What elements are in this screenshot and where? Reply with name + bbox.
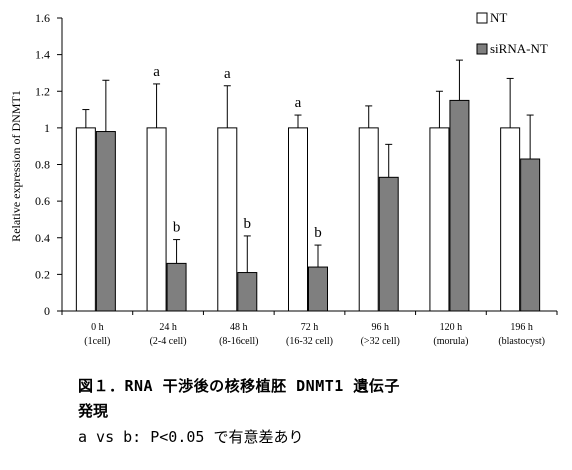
x-category-time-label: 120 h xyxy=(440,322,463,333)
significance-mark: a xyxy=(295,95,302,111)
x-category-stage-label: (1cell) xyxy=(84,336,110,347)
x-category-stage-label: (blastocyst) xyxy=(498,336,545,347)
x-category-stage-label: (>32 cell) xyxy=(361,336,400,347)
significance-mark: b xyxy=(173,220,181,236)
y-tick-label: 1.2 xyxy=(35,84,50,98)
bar-nt xyxy=(146,127,167,312)
caption-significance-note: a vs b: P<0.05 で有意差あり xyxy=(78,428,304,446)
bar-nt xyxy=(429,127,450,312)
x-category-stage-label: (2-4 cell) xyxy=(150,336,187,347)
bar-sirna xyxy=(237,272,258,312)
y-tick-label: 0.8 xyxy=(35,158,50,172)
x-category-time-label: 48 h xyxy=(230,322,248,333)
x-category-stage-label: (16-32 cell) xyxy=(286,336,333,347)
caption-title: 図１．RNA 干渉後の核移植胚 DNMT1 遺伝子 xyxy=(78,377,400,395)
significance-mark: b xyxy=(244,216,252,232)
legend: NT siRNA-NT xyxy=(476,10,548,56)
bar-nt xyxy=(358,127,379,312)
y-axis-label: Relative expression of DNMT1 xyxy=(9,90,23,242)
caption-title-continued: 発現 xyxy=(78,402,109,420)
x-category-stage-label: (morula) xyxy=(433,336,468,347)
bar-nt xyxy=(217,127,238,312)
y-tick-label: 0.6 xyxy=(35,194,50,208)
bar-chart: 0 0.2 0.4 0.6 0.8 1 1.2 1.4 1.6 a b a b a b 0 h (1cell… xyxy=(9,10,558,347)
x-category-stage-label: (8-16cell) xyxy=(219,336,258,347)
bars: a b a b a b xyxy=(75,59,541,312)
x-category-time-label: 24 h xyxy=(159,322,177,333)
legend-label-nt: NT xyxy=(490,10,507,25)
x-category-time-label: 196 h xyxy=(510,322,533,333)
x-category-time-label: 96 h xyxy=(371,322,389,333)
bar-sirna xyxy=(378,176,399,312)
x-category-time-label: 72 h xyxy=(301,322,319,333)
x-axis-labels: 0 h (1cell) 24 h (2-4 cell) 48 h (8-16cell) 72… xyxy=(61,311,558,347)
legend-swatch-nt xyxy=(476,12,488,24)
bar-sirna xyxy=(166,262,187,312)
bar-sirna xyxy=(308,266,328,312)
y-tick-label: 1.6 xyxy=(35,11,50,25)
x-category-time-label: 0 h xyxy=(91,322,104,333)
bar-nt xyxy=(288,127,308,312)
legend-swatch-sirna xyxy=(476,43,488,55)
bar-nt xyxy=(500,127,521,312)
bar-nt xyxy=(75,127,96,312)
y-tick-label: 0.2 xyxy=(35,267,50,281)
significance-mark: b xyxy=(314,225,322,241)
significance-mark: a xyxy=(153,64,160,80)
bar-sirna xyxy=(520,158,541,312)
y-tick-label: 1.4 xyxy=(35,48,50,62)
y-tick-label: 0.4 xyxy=(35,231,50,245)
bar-sirna xyxy=(449,99,470,312)
significance-mark: a xyxy=(224,66,231,82)
bar-sirna xyxy=(95,131,116,312)
y-tick-label: 0 xyxy=(44,304,50,318)
legend-label-sirna: siRNA-NT xyxy=(490,41,548,56)
y-tick-label: 1 xyxy=(44,121,50,135)
